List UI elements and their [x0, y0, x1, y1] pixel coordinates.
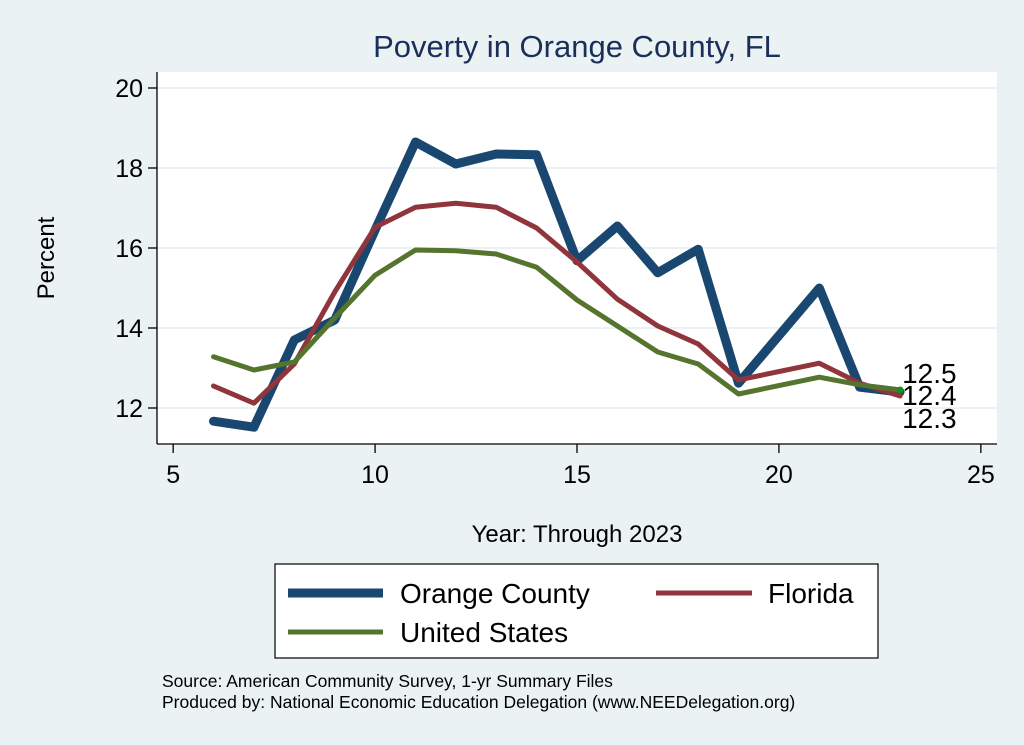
end-labels: 12.512.412.3 — [902, 358, 957, 434]
series-line-orange-county — [209, 137, 905, 432]
y-tick-label: 18 — [115, 155, 143, 183]
x-tick-label: 5 — [166, 461, 180, 489]
x-axis-title: Year: Through 2023 — [472, 521, 683, 548]
legend-label-orange-county: Orange County — [400, 578, 590, 609]
chart-title: Poverty in Orange County, FL — [373, 29, 781, 64]
legend-label-florida: Florida — [768, 578, 854, 609]
series-line-florida — [211, 200, 903, 406]
end-label: 12.4 — [902, 380, 957, 411]
producer-note: Produced by: National Economic Education… — [162, 692, 796, 712]
source-note: Source: American Community Survey, 1-yr … — [162, 671, 613, 691]
x-tick-label: 10 — [361, 461, 389, 489]
end-label: 12.3 — [902, 403, 957, 434]
axes: 12 14 16 18 20 5 10 15 20 25 — [115, 72, 997, 489]
legend-label-united-states: United States — [400, 617, 568, 648]
series-layer — [209, 137, 905, 432]
y-axis-title: Percent — [33, 216, 60, 299]
end-label: 12.5 — [902, 358, 957, 389]
end-marker — [896, 386, 904, 394]
series-line-united-states — [211, 247, 903, 397]
y-tick-label: 16 — [115, 235, 143, 263]
legend: Orange County Florida United States — [274, 563, 879, 659]
y-tick-label: 14 — [115, 315, 143, 343]
x-tick-label: 20 — [765, 461, 793, 489]
gridlines — [157, 87, 997, 409]
x-tick-label: 25 — [967, 461, 995, 489]
y-tick-label: 12 — [115, 395, 143, 423]
legend-box — [274, 563, 879, 659]
y-tick-label: 20 — [115, 75, 143, 103]
x-tick-label: 15 — [563, 461, 591, 489]
